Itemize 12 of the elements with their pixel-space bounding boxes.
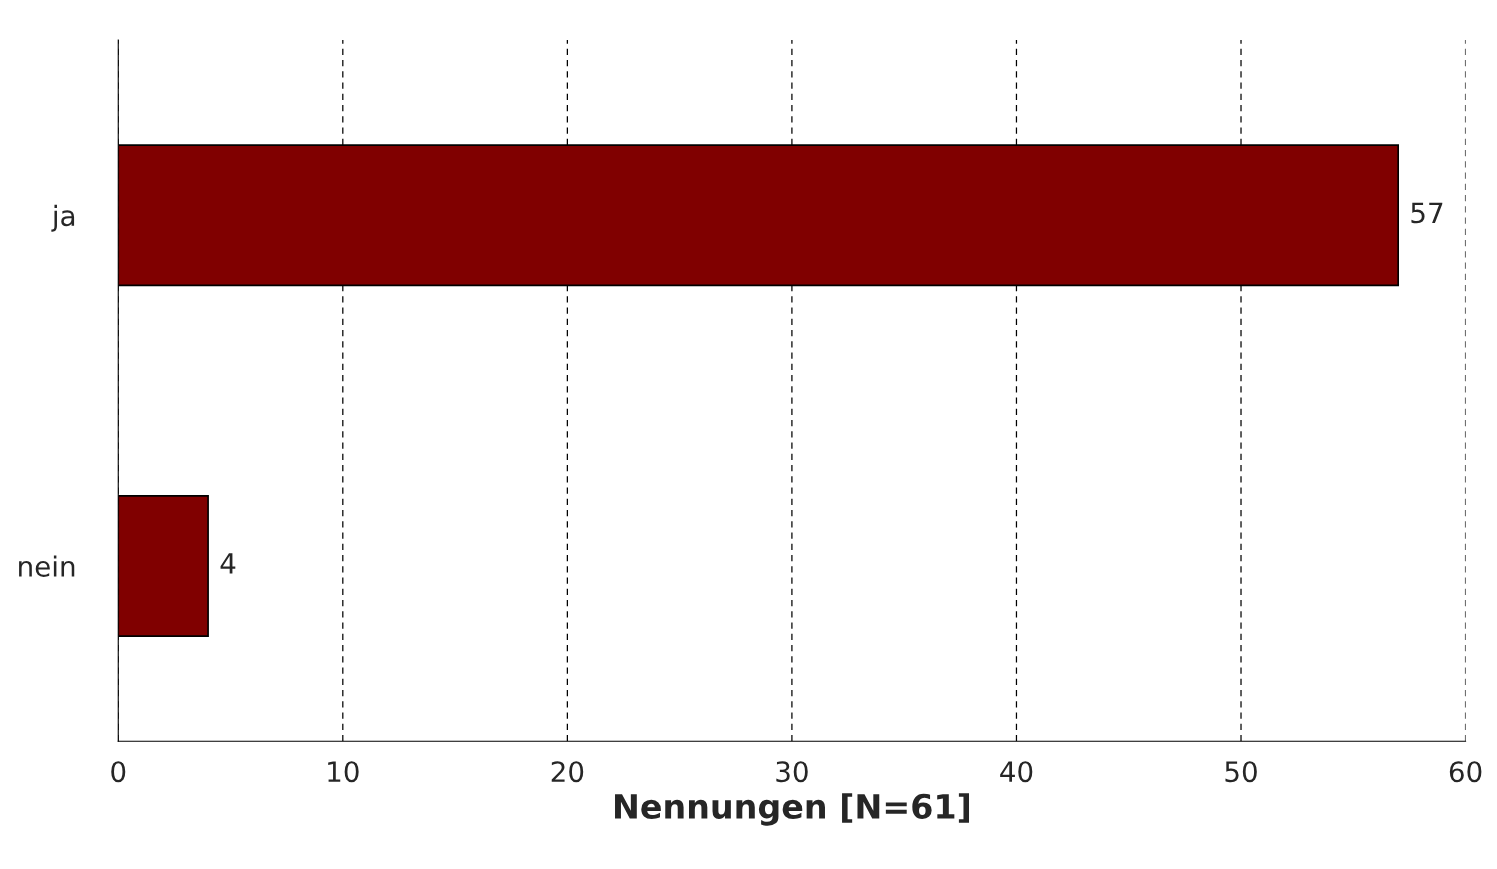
x-tick-label: 0 xyxy=(111,761,126,783)
y-tick-label: ja xyxy=(51,204,75,232)
y-tick-label: nein xyxy=(19,555,75,577)
x-tick-label: 40 xyxy=(1000,761,1033,783)
x-tick-label: 20 xyxy=(551,761,584,783)
x-tick-label: 30 xyxy=(776,761,808,783)
x-tick-label: 50 xyxy=(1225,761,1257,783)
data-label: 57 xyxy=(1411,202,1443,224)
x-tick-label: 60 xyxy=(1449,761,1482,783)
x-tick-label: 10 xyxy=(328,761,359,783)
x-axis-title: Nennungen [N=61] xyxy=(615,793,970,826)
data-label: 4 xyxy=(220,553,236,574)
